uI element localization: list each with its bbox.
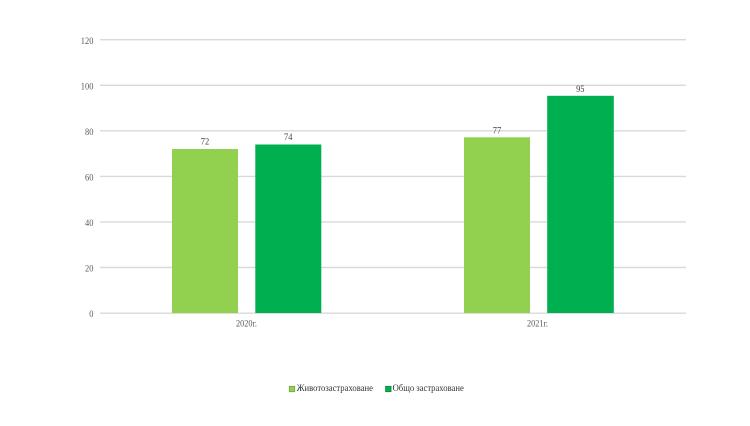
svg-text:0: 0 (89, 309, 94, 319)
svg-text:60: 60 (85, 173, 94, 183)
svg-text:72: 72 (201, 137, 209, 147)
svg-text:95: 95 (576, 84, 585, 94)
svg-text:20: 20 (85, 264, 94, 274)
svg-text:Животозастраховане: Животозастраховане (297, 383, 373, 393)
svg-text:100: 100 (81, 81, 94, 91)
svg-text:80: 80 (85, 127, 94, 137)
svg-text:2020г.: 2020г. (236, 319, 257, 329)
svg-text:40: 40 (85, 218, 94, 228)
svg-text:2021г.: 2021г. (527, 319, 548, 329)
svg-text:Общо застраховане: Общо застраховане (393, 383, 464, 393)
svg-text:120: 120 (81, 36, 94, 46)
svg-text:74: 74 (284, 132, 293, 142)
svg-text:77: 77 (493, 126, 502, 136)
